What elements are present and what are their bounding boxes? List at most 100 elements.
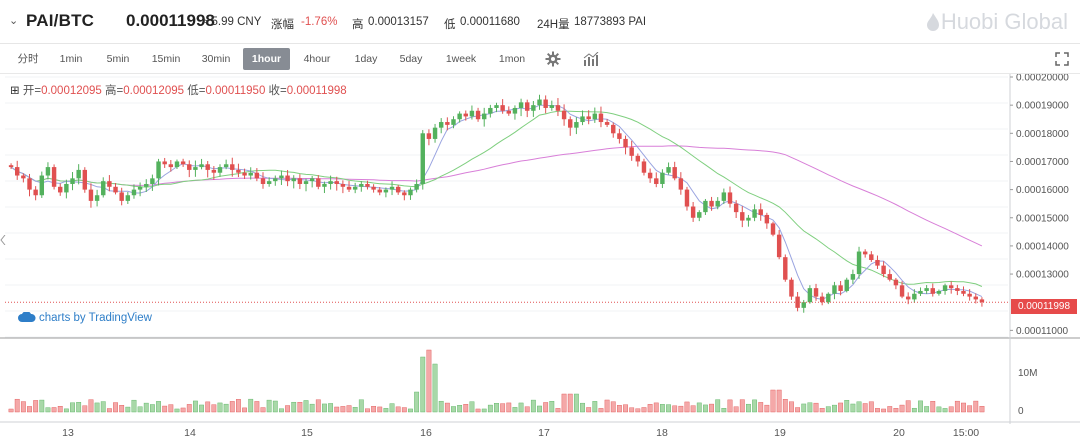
volume-bar [156,401,161,413]
candle-down [586,116,591,120]
interval-1min[interactable]: 1min [59,53,83,65]
time-tick-label: 14 [184,427,196,439]
volume-bar [199,404,204,413]
close-legend-label: 收= [268,85,287,97]
time-tick-label: 15 [301,427,313,439]
volume-bar [518,402,524,413]
candle-down [346,186,352,190]
gear-icon[interactable] [542,48,564,70]
volume-bar [610,401,616,413]
interval-5min[interactable]: 5min [106,53,130,65]
candle-down [316,178,321,187]
candle-down [500,105,505,111]
volume-bar [875,408,880,413]
candle-down [51,167,57,187]
candle-down [561,110,567,120]
volume-bar [297,401,303,413]
volume-bar [807,402,813,413]
volume-bar [549,401,555,413]
candle-up [481,113,487,120]
volume-bar [180,407,186,413]
candle-down [506,110,512,114]
volume-bar [149,404,155,413]
interval-5day[interactable]: 5day [399,53,423,65]
candle-down [27,178,32,190]
high-label: 高 [352,19,364,31]
volume-bar [457,405,463,413]
price-chart[interactable]: 0.00020000 0.00019000 0.00018000 0.00017000… [0,73,1080,442]
candle-down [82,169,88,190]
candle-up [408,189,413,196]
huobi-logo: Huobi Global [926,9,1068,35]
interval-1week[interactable]: 1week [445,53,477,65]
volume-bar [291,401,297,413]
candle-down [635,155,641,162]
volume-bar [530,399,536,413]
interval-fenshi[interactable]: 分时 [17,53,39,65]
volume-bar [918,400,923,413]
volume-bar [51,407,57,413]
fullscreen-icon[interactable] [1052,48,1072,70]
candle-up [936,290,942,294]
candle-down [377,189,382,193]
candles [8,94,985,313]
volume-bar [789,401,794,413]
scroll-handle[interactable] [0,232,6,246]
price-tick-label: 0.00017000 [1016,157,1069,168]
interval-1day[interactable]: 1day [354,53,378,65]
grid [5,76,1008,338]
volume-bar [838,402,844,413]
volume-bar [119,405,125,413]
interval-toolbar: 分时 1min 5min 15min 30min 1hour 4hour 1da… [0,44,1080,74]
grid-toggle-icon[interactable]: ⊞ [10,85,20,97]
candle-up [70,178,75,184]
volume-bar [537,405,542,413]
candle-down [838,285,843,291]
candle-up [432,127,438,139]
candle-up [45,167,51,176]
volume-bar [8,408,14,413]
change-label: 涨幅 [271,19,294,31]
candle-down [242,172,247,176]
volume-bar [322,403,327,413]
chevron-down-icon[interactable]: ⌄ [9,15,19,27]
price-tick-label: 0.00020000 [1016,74,1069,84]
candle-down [733,203,739,213]
interval-1hour[interactable]: 1hour [243,48,290,70]
pair-name[interactable]: PAI/BTC [26,11,95,30]
price-tick-label: 0.00018000 [1016,129,1069,140]
candle-up [76,169,81,179]
time-tick-label: 19 [774,427,786,439]
volume-bar [113,402,118,413]
candle-up [193,167,198,170]
candle-down [162,161,167,165]
candle-up [273,178,278,182]
candle-up [352,186,358,190]
volume-bar [254,401,260,413]
candle-up [144,183,149,187]
candle-down [254,172,260,179]
candle-down [973,296,978,300]
indicator-icon[interactable] [580,48,602,70]
interval-15min[interactable]: 15min [151,53,181,65]
candle-up [328,181,333,184]
candle-up [531,105,536,111]
interval-1mon[interactable]: 1mon [498,53,526,65]
candle-down [758,209,763,215]
candle-up [469,110,475,117]
candle-down [555,105,561,111]
candle-up [279,175,284,179]
candle-up [457,113,462,120]
price-tick-label: 0.00014000 [1016,241,1069,252]
cny-price: ≈ 5.99 CNY [202,16,262,28]
volume-bar [14,398,20,413]
interval-4hour[interactable]: 4hour [303,53,331,65]
ma-line-mid [10,110,983,287]
volume-bar [739,399,745,413]
volume-bar [125,406,131,413]
chart-area[interactable]: 0.00020000 0.00019000 0.00018000 0.00017000… [0,73,1080,442]
interval-30min[interactable]: 30min [201,53,231,65]
candle-down [684,189,690,207]
tradingview-link[interactable]: charts by TradingView [18,311,152,324]
volume-bar [936,406,942,413]
